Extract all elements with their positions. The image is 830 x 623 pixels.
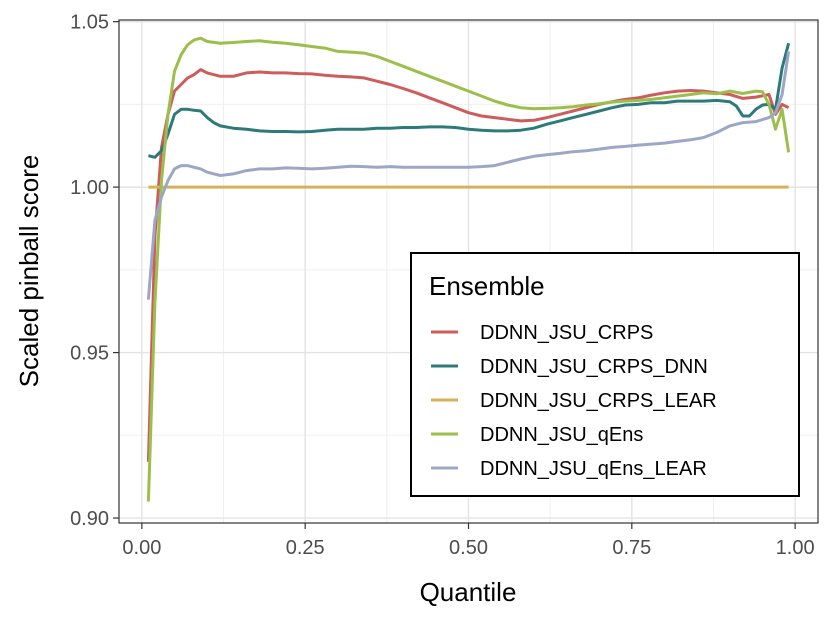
x-axis: 0.00 0.25 0.50 0.75 1.00 — [122, 523, 815, 559]
series-line-ddnn-jsu-crps-dnn — [148, 42, 791, 159]
x-axis-title: Quantile — [420, 577, 517, 607]
y-tick-label: 1.05 — [70, 12, 109, 34]
y-tick-label: 0.95 — [70, 343, 109, 365]
legend-label: DDNN_JSU_qEns — [480, 424, 643, 446]
x-tick-label: 1.00 — [776, 537, 815, 559]
x-tick-label: 0.25 — [286, 537, 325, 559]
series-line-ddnn-jsu-qens — [146, 36, 791, 502]
y-axis: 0.90 0.95 1.00 1.05 — [70, 12, 119, 530]
series-line-ddnn-jsu-qens-lear — [146, 51, 791, 300]
legend-label: DDNN_JSU_CRPS — [480, 322, 653, 344]
legend-items: DDNN_JSU_CRPS DDNN_JSU_CRPS_DNN DDNN_JSU_C… — [431, 322, 717, 480]
series-line-ddnn-jsu-crps — [146, 68, 790, 462]
y-axis-title: Scaled pinball score — [14, 155, 44, 388]
series-lines — [146, 36, 791, 502]
legend-label: DDNN_JSU_CRPS_DNN — [480, 356, 708, 378]
legend-label: DDNN_JSU_qEns_LEAR — [480, 458, 707, 480]
legend-title: Ensemble — [429, 271, 545, 301]
legend: Ensemble DDNN_JSU_CRPSDDNN_JSU_CRPS_DNND… — [410, 252, 800, 497]
x-tick-label: 0.00 — [122, 537, 161, 559]
y-tick-label: 1.00 — [70, 177, 109, 199]
legend-box — [410, 252, 800, 497]
x-tick-label: 0.50 — [449, 537, 488, 559]
y-tick-label: 0.90 — [70, 508, 109, 530]
legend-label: DDNN_JSU_CRPS_LEAR — [480, 390, 717, 412]
x-tick-label: 0.75 — [612, 537, 651, 559]
